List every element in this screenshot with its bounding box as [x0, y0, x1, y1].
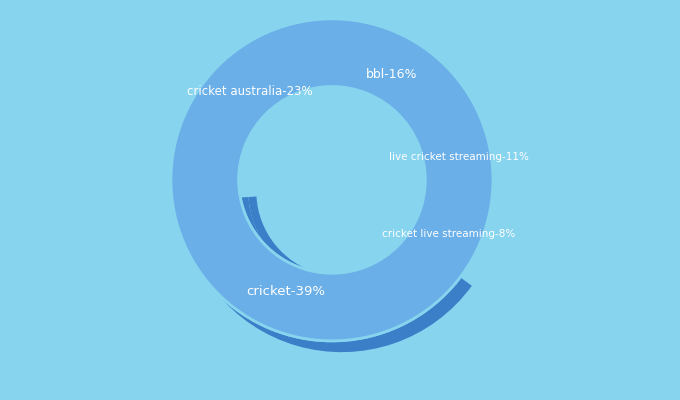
- Wedge shape: [171, 19, 332, 172]
- Text: bbl-16%: bbl-16%: [366, 68, 418, 82]
- Text: cricket live streaming-8%: cricket live streaming-8%: [382, 230, 515, 240]
- Text: live cricket streaming-11%: live cricket streaming-11%: [389, 152, 528, 162]
- Wedge shape: [248, 196, 417, 284]
- Wedge shape: [404, 196, 490, 283]
- Wedge shape: [332, 19, 471, 132]
- Wedge shape: [412, 98, 493, 208]
- Wedge shape: [171, 167, 456, 341]
- Wedge shape: [171, 19, 493, 341]
- Text: cricket australia-23%: cricket australia-23%: [187, 85, 313, 98]
- Wedge shape: [181, 197, 472, 352]
- Text: cricket-39%: cricket-39%: [247, 285, 326, 298]
